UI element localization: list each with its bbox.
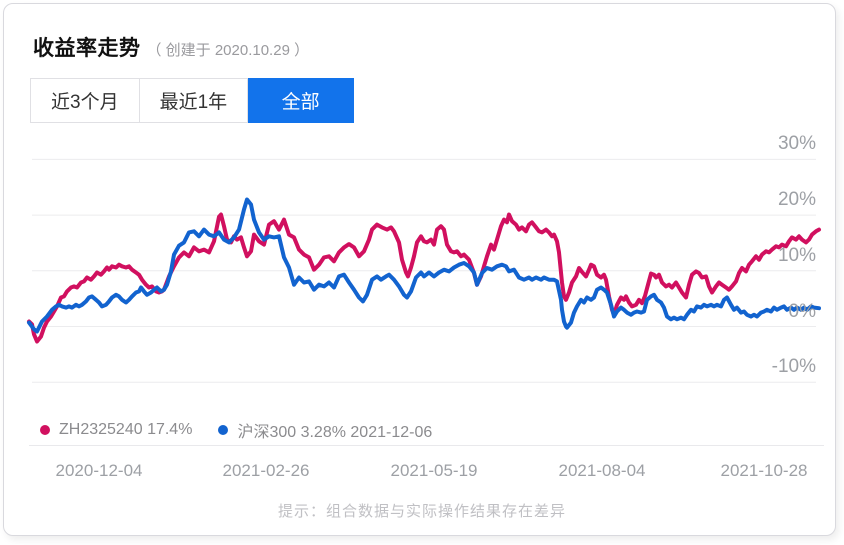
tab-last-3-months[interactable]: 近3个月 [30, 78, 140, 123]
tab-label: 全部 [281, 92, 320, 113]
y-axis-tick: 20% [777, 189, 816, 211]
portfolio-series-dot-icon [40, 425, 50, 435]
legend-item-label: ZH2325240 17.4% [59, 421, 193, 438]
legend-item-label: 沪深300 3.28% 2021-12-06 [237, 424, 433, 441]
chart-card: 收益率走势 （ 创建于 2020.10.29 ） 近3个月 最近1年 全部 30… [3, 3, 836, 536]
y-axis-tick: 30% [777, 133, 816, 155]
creation-date-subtitle: （ 创建于 2020.10.29 ） [146, 42, 310, 59]
tab-all[interactable]: 全部 [248, 78, 355, 123]
card-header: 收益率走势 （ 创建于 2020.10.29 ） [33, 32, 309, 62]
page-title: 收益率走势 [33, 37, 141, 60]
tab-label: 最近1年 [159, 92, 228, 113]
legend-item-benchmark: 沪深300 3.28% 2021-12-06 [218, 418, 432, 442]
range-tabbar: 近3个月 最近1年 全部 [30, 78, 355, 123]
x-axis-tick: 2021-02-26 [222, 461, 310, 480]
chart-legend: ZH2325240 17.4% 沪深300 3.28% 2021-12-06 [40, 418, 458, 442]
legend-item-portfolio: ZH2325240 17.4% [40, 421, 192, 439]
x-axis-tick: 2021-05-19 [390, 461, 478, 480]
legend-divider [29, 445, 824, 446]
x-axis-tick: 2021-08-04 [558, 461, 646, 480]
tab-label: 近3个月 [51, 92, 119, 113]
portfolio-series-line [27, 212, 821, 344]
y-axis-tick: -10% [771, 356, 816, 378]
y-axis-tick: 10% [777, 244, 816, 266]
y-axis-tick: 0% [788, 300, 816, 322]
benchmark-series-dot-icon [218, 425, 229, 435]
x-axis-tick-labels: 2020-12-04 2021-02-26 2021-05-19 2021-08… [4, 461, 844, 485]
tab-last-1-year[interactable]: 最近1年 [139, 78, 249, 123]
benchmark-series-line [27, 197, 821, 334]
x-axis-tick: 2020-12-04 [55, 461, 143, 480]
disclaimer-tip: 提示：组合数据与实际操作结果存在差异 [277, 503, 566, 520]
x-axis-tick: 2021-10-28 [720, 461, 808, 480]
